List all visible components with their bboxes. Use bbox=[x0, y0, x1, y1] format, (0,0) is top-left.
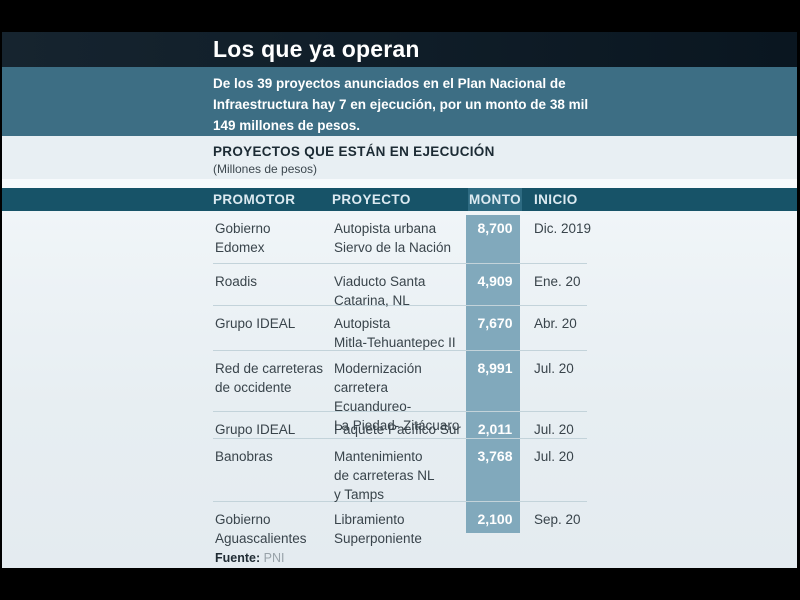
table-row: Grupo IDEAL Paquete Pacífico Sur 2,011 J… bbox=[2, 412, 797, 438]
cell-proyecto: Mantenimiento de carreteras NL y Tamps bbox=[334, 449, 435, 502]
cell-promotor: Red de carreteras de occidente bbox=[215, 361, 324, 395]
cell-proyecto: Autopista Mitla-Tehuantepec II bbox=[334, 316, 456, 350]
cell-monto: 4,909 bbox=[477, 273, 513, 289]
row-separator bbox=[213, 263, 587, 264]
cell-inicio: Abr. 20 bbox=[534, 316, 577, 331]
row-separator bbox=[213, 501, 587, 502]
cell-monto: 8,700 bbox=[477, 220, 513, 236]
table-row: Banobras Mantenimiento de carreteras NL … bbox=[2, 439, 797, 502]
cell-inicio: Jul. 20 bbox=[534, 422, 574, 437]
row-separator bbox=[213, 438, 587, 439]
table-row: Grupo IDEAL Autopista Mitla-Tehuantepec … bbox=[2, 306, 797, 350]
divider-strip bbox=[2, 179, 797, 188]
table-row: Red de carreteras de occidente Moderniza… bbox=[2, 351, 797, 433]
projects-table: Gobierno Edomex Autopista urbana Siervo … bbox=[2, 211, 797, 568]
cell-promotor: Gobierno Aguascalientes bbox=[215, 512, 307, 546]
section-units: (Millones de pesos) bbox=[213, 162, 318, 176]
table-header-row: PROMOTOR PROYECTO MONTO INICIO bbox=[2, 188, 797, 211]
cell-proyecto: Paquete Pacífico Sur bbox=[334, 422, 461, 437]
column-header-monto: MONTO bbox=[468, 188, 522, 211]
source-line: Fuente: PNI bbox=[2, 547, 797, 566]
cell-monto: 2,011 bbox=[477, 421, 513, 437]
table-row: Roadis Viaducto Santa Catarina, NL 4,909… bbox=[2, 264, 797, 308]
column-header-inicio: INICIO bbox=[534, 192, 578, 207]
cell-monto: 7,670 bbox=[477, 315, 513, 331]
row-separator bbox=[213, 411, 587, 412]
title-band: Los que ya operan bbox=[2, 32, 797, 67]
table-row: Gobierno Edomex Autopista urbana Siervo … bbox=[2, 211, 797, 263]
cell-proyecto: Libramiento Superponiente bbox=[334, 512, 422, 546]
source-value: PNI bbox=[263, 551, 285, 565]
cell-monto: 8,991 bbox=[477, 360, 513, 376]
cell-monto: 2,100 bbox=[477, 511, 513, 527]
cell-inicio: Dic. 2019 bbox=[534, 221, 592, 236]
cell-monto: 3,768 bbox=[477, 448, 513, 464]
cell-inicio: Sep. 20 bbox=[534, 512, 581, 527]
row-separator bbox=[213, 350, 587, 351]
row-separator bbox=[213, 305, 587, 306]
intro-band: De los 39 proyectos anunciados en el Pla… bbox=[2, 67, 797, 136]
cell-proyecto: Modernización carretera Ecuandureo- La P… bbox=[334, 361, 460, 433]
cell-promotor: Gobierno Edomex bbox=[215, 221, 271, 255]
page-title: Los que ya operan bbox=[213, 36, 420, 62]
intro-text: De los 39 proyectos anunciados en el Pla… bbox=[213, 76, 589, 133]
cell-promotor: Grupo IDEAL bbox=[215, 422, 296, 437]
column-header-promotor: PROMOTOR bbox=[213, 192, 296, 207]
section-heading: PROYECTOS QUE ESTÁN EN EJECUCIÓN bbox=[213, 144, 495, 159]
cell-inicio: Ene. 20 bbox=[534, 274, 581, 289]
table-row: Gobierno Aguascalientes Libramiento Supe… bbox=[2, 502, 797, 547]
cell-promotor: Banobras bbox=[215, 449, 273, 464]
cell-promotor: Grupo IDEAL bbox=[215, 316, 296, 331]
cell-proyecto: Viaducto Santa Catarina, NL bbox=[334, 274, 426, 308]
cell-inicio: Jul. 20 bbox=[534, 361, 574, 376]
monto-column-highlight bbox=[466, 215, 520, 533]
column-header-proyecto: PROYECTO bbox=[332, 192, 411, 207]
section-band: PROYECTOS QUE ESTÁN EN EJECUCIÓN (Millon… bbox=[2, 136, 797, 179]
cell-proyecto: Autopista urbana Siervo de la Nación bbox=[334, 221, 452, 255]
source-label: Fuente: bbox=[215, 551, 261, 565]
cell-promotor: Roadis bbox=[215, 274, 258, 289]
cell-inicio: Jul. 20 bbox=[534, 449, 574, 464]
